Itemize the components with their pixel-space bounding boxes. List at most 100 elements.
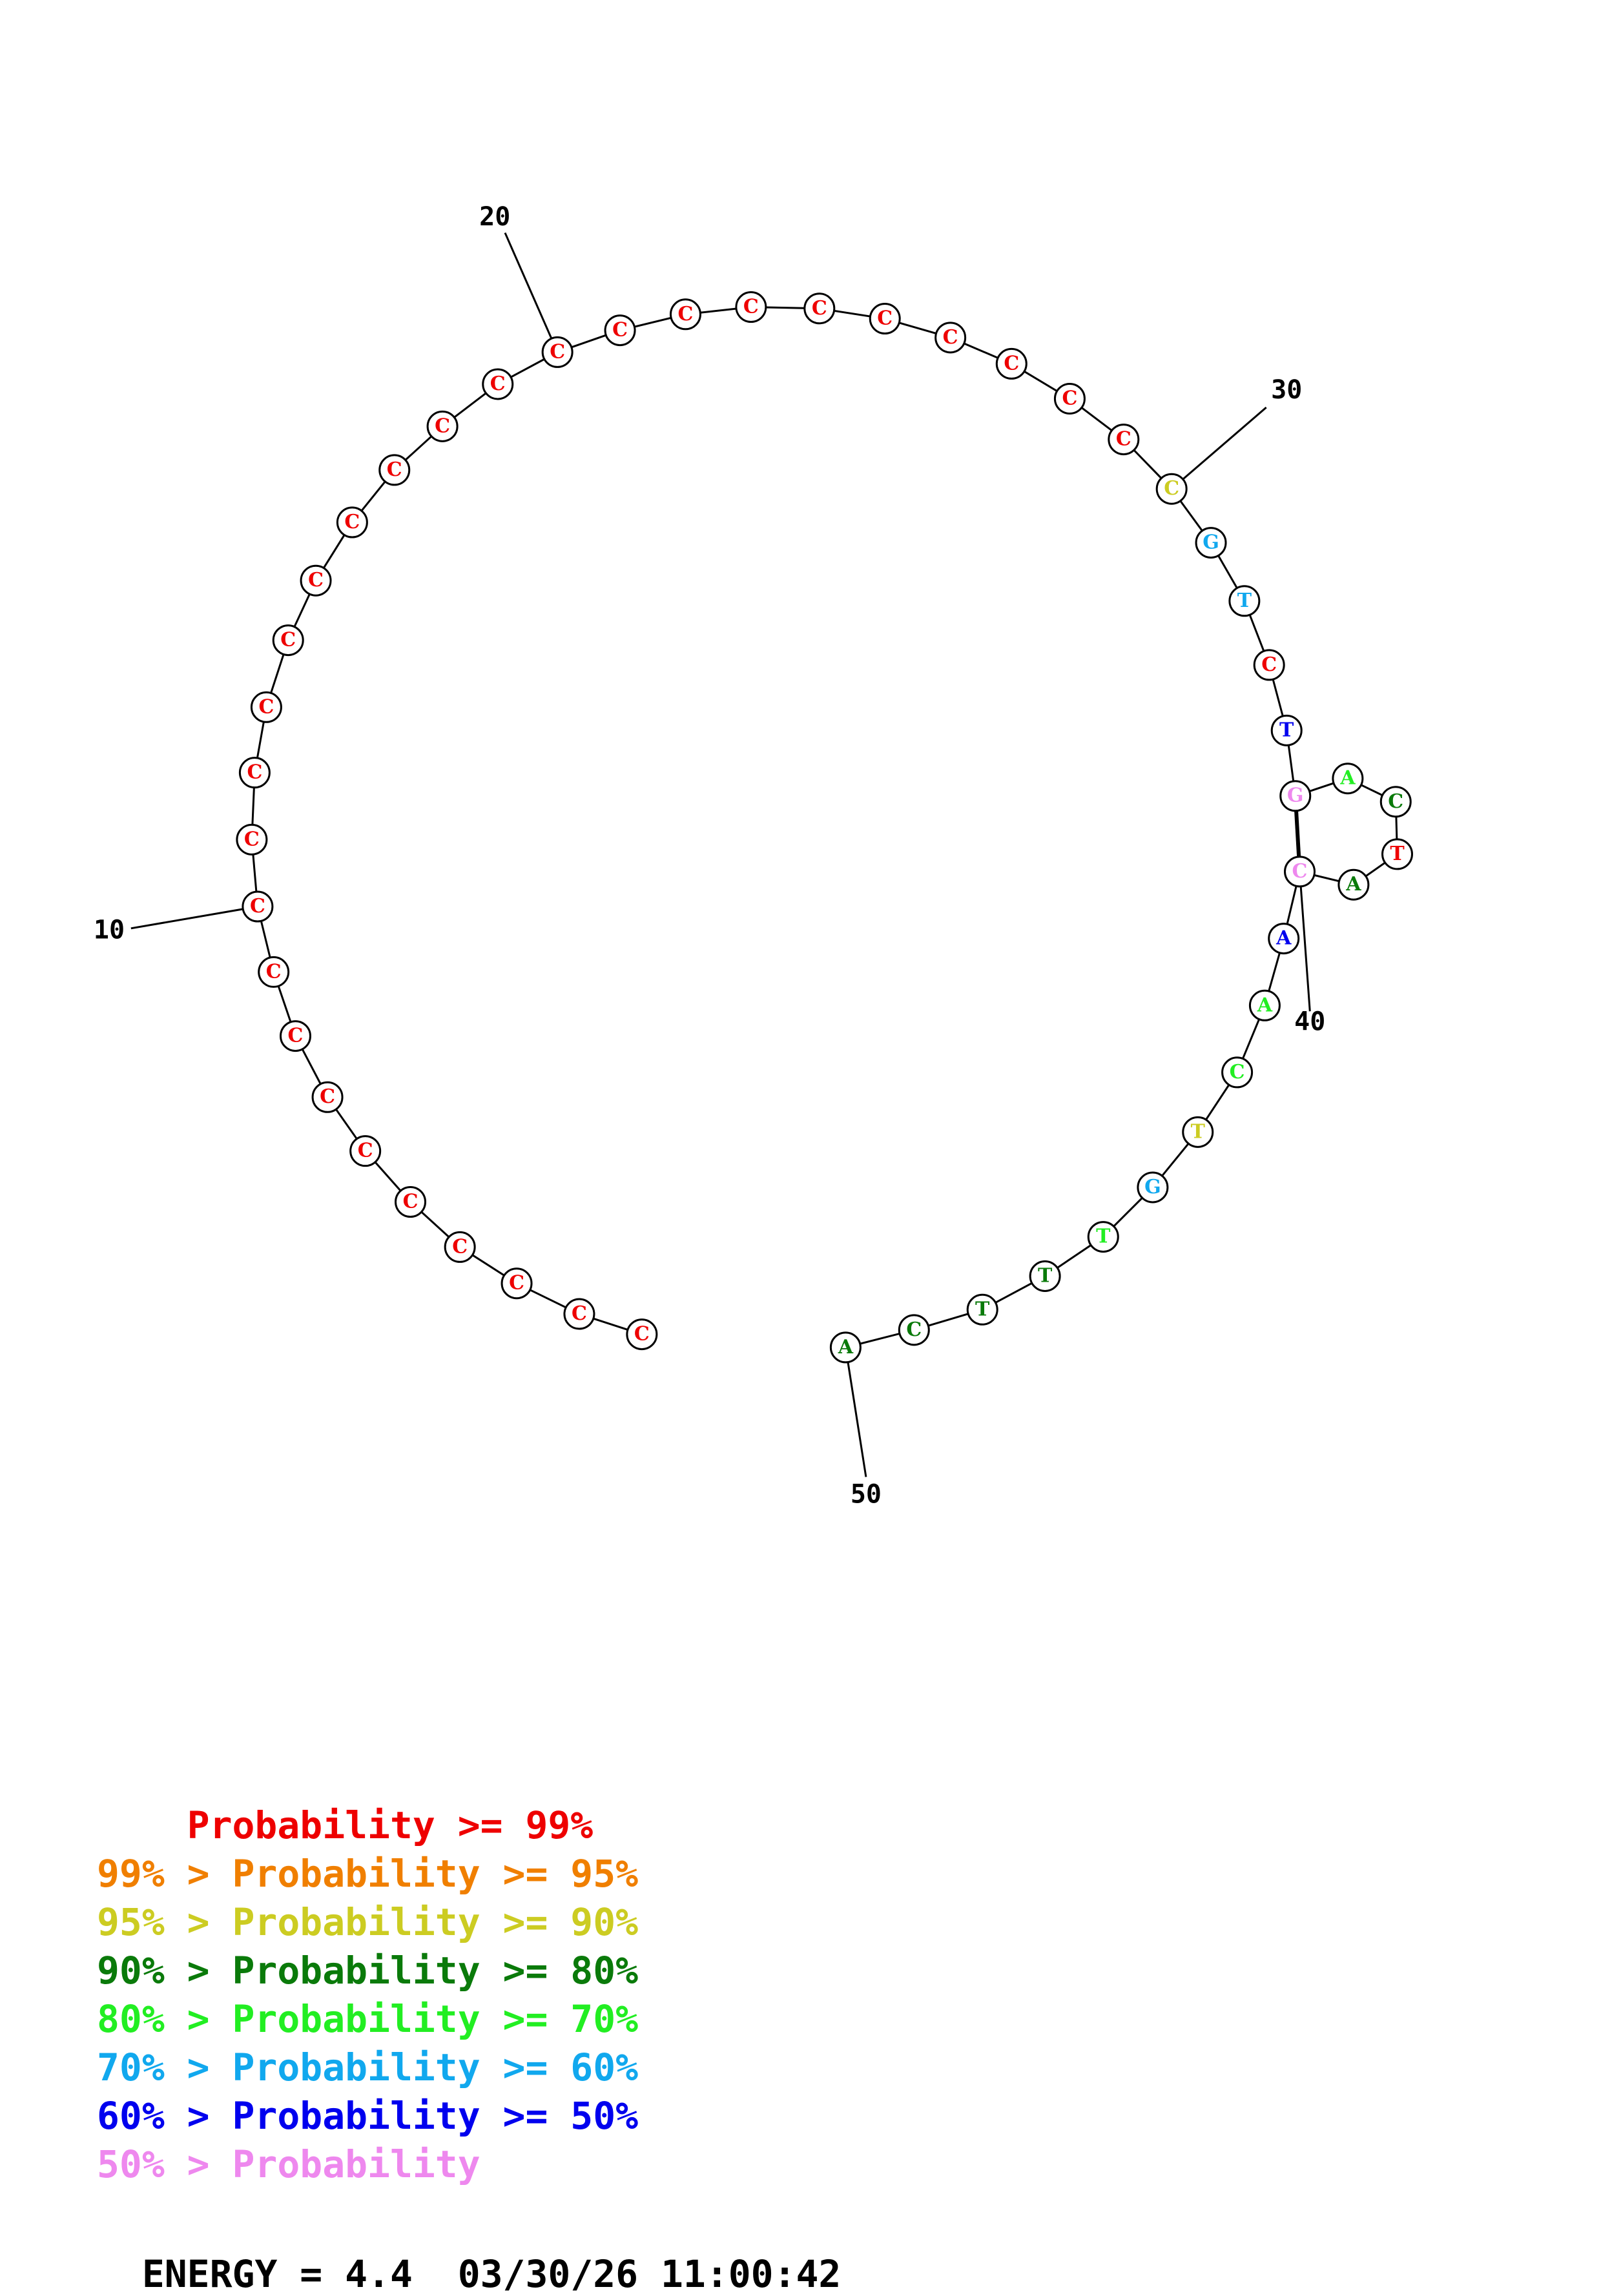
nucleotide-circle [336,506,368,538]
nucleotide-41: A [1268,923,1300,955]
nucleotide-base: C [877,307,893,330]
nucleotide-circle [1087,1221,1119,1253]
nucleotide-circle [236,823,268,856]
nucleotide-46: T [1087,1221,1119,1253]
nucleotide-base: C [288,1025,304,1047]
nucleotide-base: A [1339,767,1356,790]
nucleotide-base: C [358,1140,373,1162]
nucleotide-13: C [250,691,282,723]
probability-legend: Probability >= 99% 99% > Probability >= 9… [97,1801,638,2189]
position-label-leader [130,905,258,930]
nucleotide-circle [563,1298,595,1330]
nucleotide-42: A [1248,989,1281,1021]
legend-row-6: 70% > Probability >= 60% [97,2045,639,2089]
nucleotide-48: T [966,1293,998,1326]
nucleotide-base: T [1096,1225,1111,1248]
nucleotide-circle [829,1331,862,1364]
nucleotide-49: C [898,1314,930,1346]
position-label-leader [1299,871,1311,1012]
nucleotide-circle [735,291,767,323]
position-label-50: 50 [851,1480,882,1510]
nucleotide-circle [1283,856,1316,888]
position-label-10: 10 [94,915,125,945]
nucleotide-circle [426,410,459,442]
nucleotide-circle [444,1231,476,1263]
nucleotide-base: T [1038,1264,1053,1287]
nucleotide-28: C [1053,382,1086,415]
legend-row-8: 50% > Probability [97,2142,480,2186]
nucleotide-50: A [829,1331,862,1364]
nucleotide-2: C [563,1298,595,1330]
nucleotide-base: A [1345,873,1361,896]
nucleotide-circle [1268,923,1300,955]
nucleotide-14: C [272,624,304,657]
nucleotide-circle [378,454,411,486]
nucleotide-base: G [1287,784,1304,807]
nucleotide-base: C [250,895,265,917]
nucleotide-circle [604,314,636,347]
nucleotide-35: G [1279,780,1312,812]
nucleotide-base: C [247,761,262,784]
nucleotide-24: C [803,292,836,325]
nucleotide-1: C [626,1318,658,1351]
legend-row-2: 99% > Probability >= 95% [97,1852,639,1896]
nucleotide-39: A [1338,868,1370,901]
nucleotide-4: C [444,1231,476,1263]
timestamp: 03/30/26 11:00:42 [457,2252,842,2296]
nucleotide-base: C [1261,653,1277,676]
nucleotide-circle [250,691,282,723]
nucleotide-base: C [1388,790,1403,813]
nucleotide-base: T [1191,1120,1206,1143]
nucleotide-base: C [244,828,260,850]
nucleotide-circle [541,336,573,368]
nucleotide-base: T [975,1298,990,1320]
nucleotide-circle [1195,527,1227,559]
nucleotide-circle [349,1135,382,1167]
nucleotide-base: G [1203,531,1219,554]
nucleotide-base: T [1390,843,1405,865]
nucleotide-circle [242,890,274,923]
nucleotide-circle [1332,763,1364,795]
nucleotide-base: C [320,1085,335,1108]
nucleotide-29: C [1108,424,1140,456]
nucleotide-31: G [1195,527,1227,559]
legend-row-3: 95% > Probability >= 90% [97,1900,639,1944]
legend-row-7: 60% > Probability >= 50% [97,2094,639,2138]
nucleotide-circle [395,1186,427,1218]
nucleotide-base: C [634,1323,650,1346]
nucleotide-circle [898,1314,930,1346]
legend-row-4: 90% > Probability >= 80% [97,1949,639,1993]
nucleotide-base: C [403,1191,418,1213]
nucleotide-8: C [279,1020,311,1052]
nucleotide-base: C [1230,1061,1245,1083]
nucleotide-circle [1137,1171,1169,1204]
nucleotide-11: C [236,823,268,856]
nucleotide-base: A [1276,927,1292,950]
nucleotide-circle [1029,1260,1061,1292]
nucleotide-circle [1279,780,1312,812]
nucleotide-19: C [482,368,514,400]
nucleotide-base: C [258,695,274,718]
nucleotide-3: C [501,1267,533,1300]
position-label-20: 20 [479,202,510,232]
nucleotide-45: G [1137,1171,1169,1204]
nucleotide-base: C [1004,352,1019,374]
nucleotide-circle [1379,786,1412,818]
nucleotide-25: C [869,303,901,335]
nucleotide-base: C [678,303,694,325]
position-label-leader [844,1347,867,1477]
nucleotide-circle [626,1318,658,1351]
nucleotide-47: T [1029,1260,1061,1292]
nucleotide-circle [1155,473,1188,505]
nucleotide-base: A [1257,994,1273,1016]
nucleotide-base: C [1062,387,1077,409]
nucleotide-base: C [550,340,565,363]
nucleotide-circle [272,624,304,657]
nucleotide-base: T [1279,719,1294,741]
nucleotide-17: C [378,454,411,486]
nucleotide-37: C [1379,786,1412,818]
nucleotide-16: C [336,506,368,538]
nucleotide-base: C [280,629,296,651]
nucleotide-circle [1381,838,1413,870]
nucleotide-base: C [308,569,324,591]
